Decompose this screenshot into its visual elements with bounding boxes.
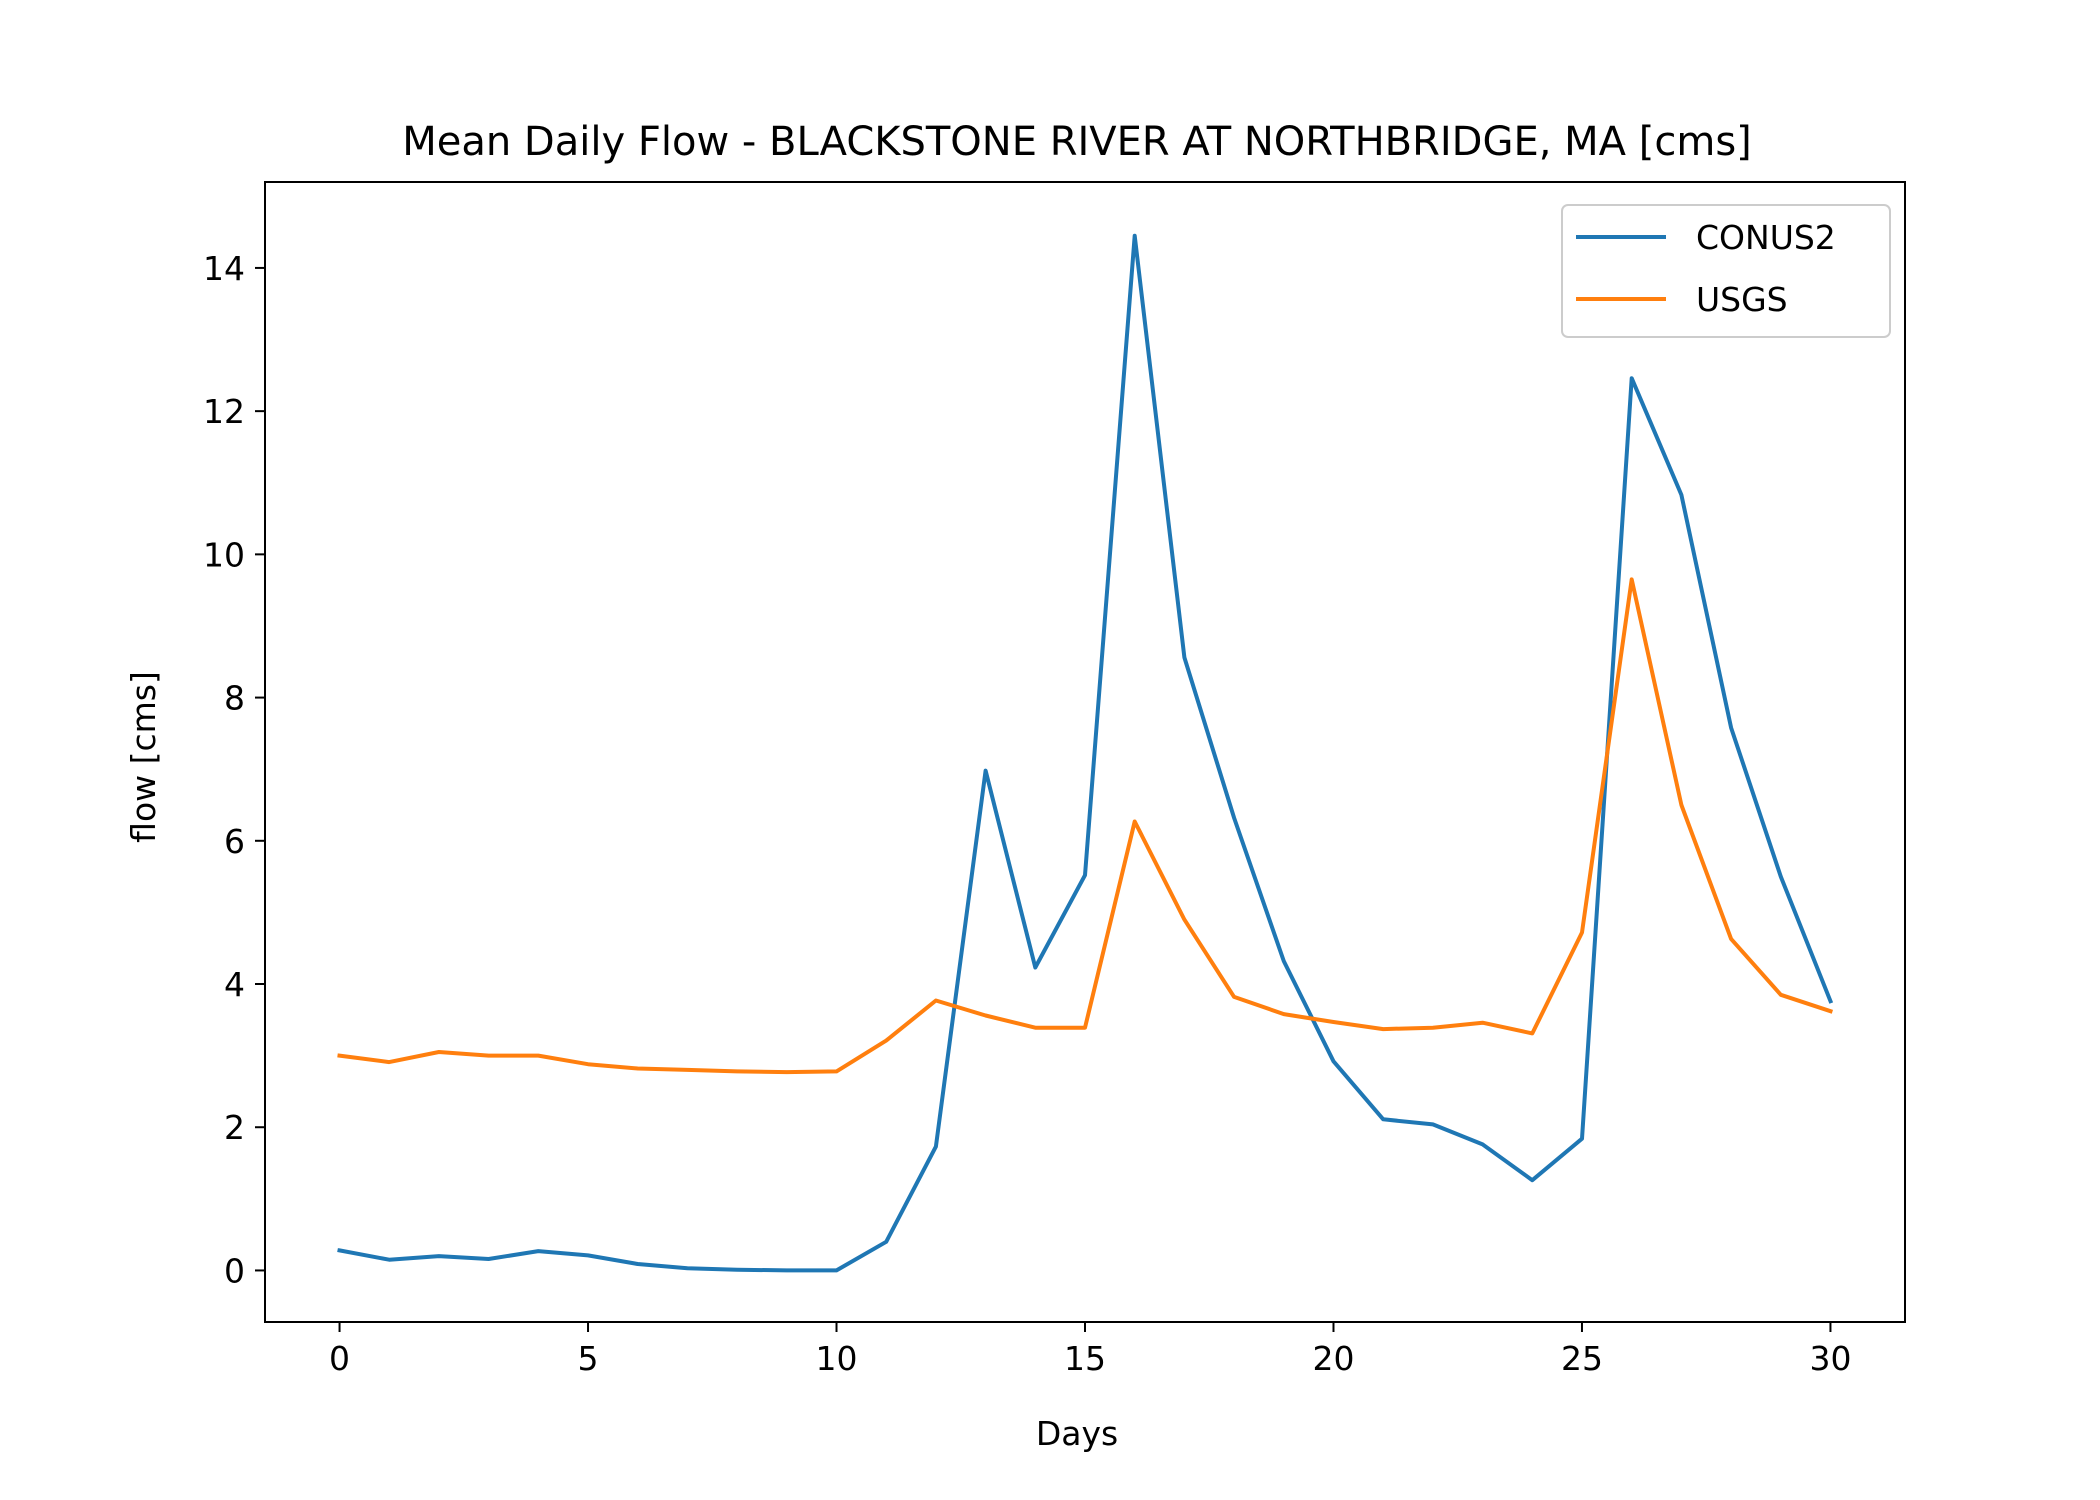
y-tick-label: 4	[224, 965, 245, 1004]
y-tick-label: 12	[203, 392, 245, 431]
legend: CONUS2 USGS	[1561, 204, 1891, 338]
x-tick-label: 15	[1064, 1339, 1106, 1378]
x-tick-label: 10	[816, 1339, 858, 1378]
x-tick-label: 30	[1809, 1339, 1851, 1378]
x-tick-label: 5	[578, 1339, 599, 1378]
series-line-usgs	[337, 577, 1834, 1075]
series-line-conus2	[337, 233, 1834, 1273]
x-axis-title: Days	[1036, 1414, 1118, 1453]
y-tick-label: 10	[203, 535, 245, 574]
legend-label-conus2: CONUS2	[1696, 218, 1836, 257]
y-tick-label: 2	[224, 1108, 245, 1147]
x-tick-label: 0	[329, 1339, 350, 1378]
plot-area: 0 5 10 15 20 25 30 0 2 4 6 8 10 12 14	[203, 181, 1906, 1378]
x-tick-label: 20	[1312, 1339, 1354, 1378]
y-tick-label: 8	[224, 679, 245, 718]
y-axis-title: flow [cms]	[124, 671, 163, 843]
x-tick-label: 25	[1561, 1339, 1603, 1378]
legend-label-usgs: USGS	[1696, 280, 1788, 319]
y-tick-label: 14	[203, 249, 245, 288]
y-tick-label: 0	[224, 1251, 245, 1290]
chart-title: Mean Daily Flow - BLACKSTONE RIVER AT NO…	[402, 119, 1752, 165]
y-tick-label: 6	[224, 822, 245, 861]
